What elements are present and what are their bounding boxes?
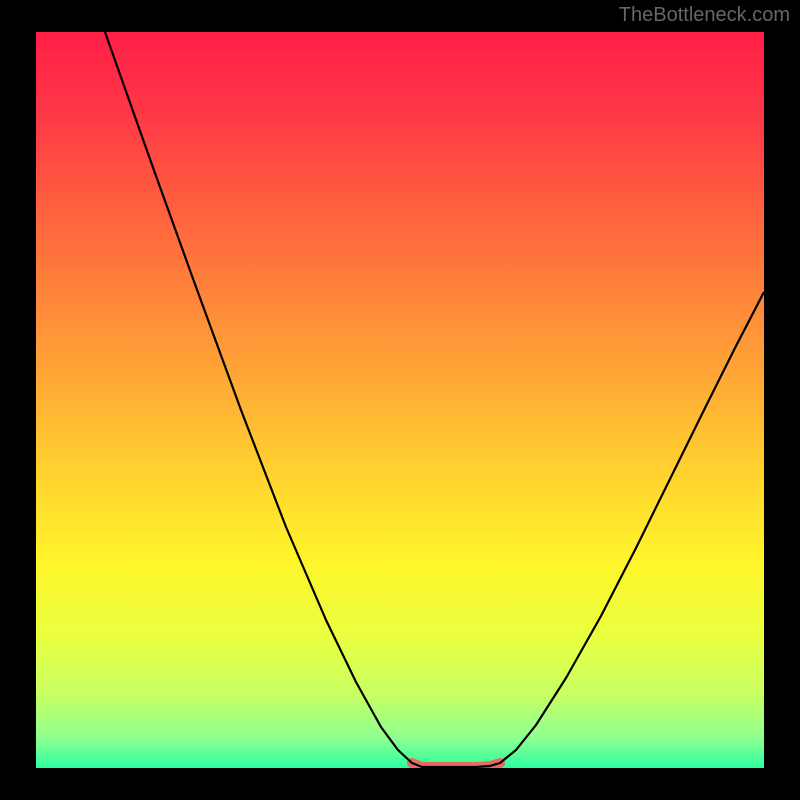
bottleneck-curve (105, 32, 764, 767)
chart-container: TheBottleneck.com (0, 0, 800, 800)
curve-svg (36, 32, 764, 768)
plot-area (36, 32, 764, 768)
watermark-text: TheBottleneck.com (619, 4, 790, 27)
